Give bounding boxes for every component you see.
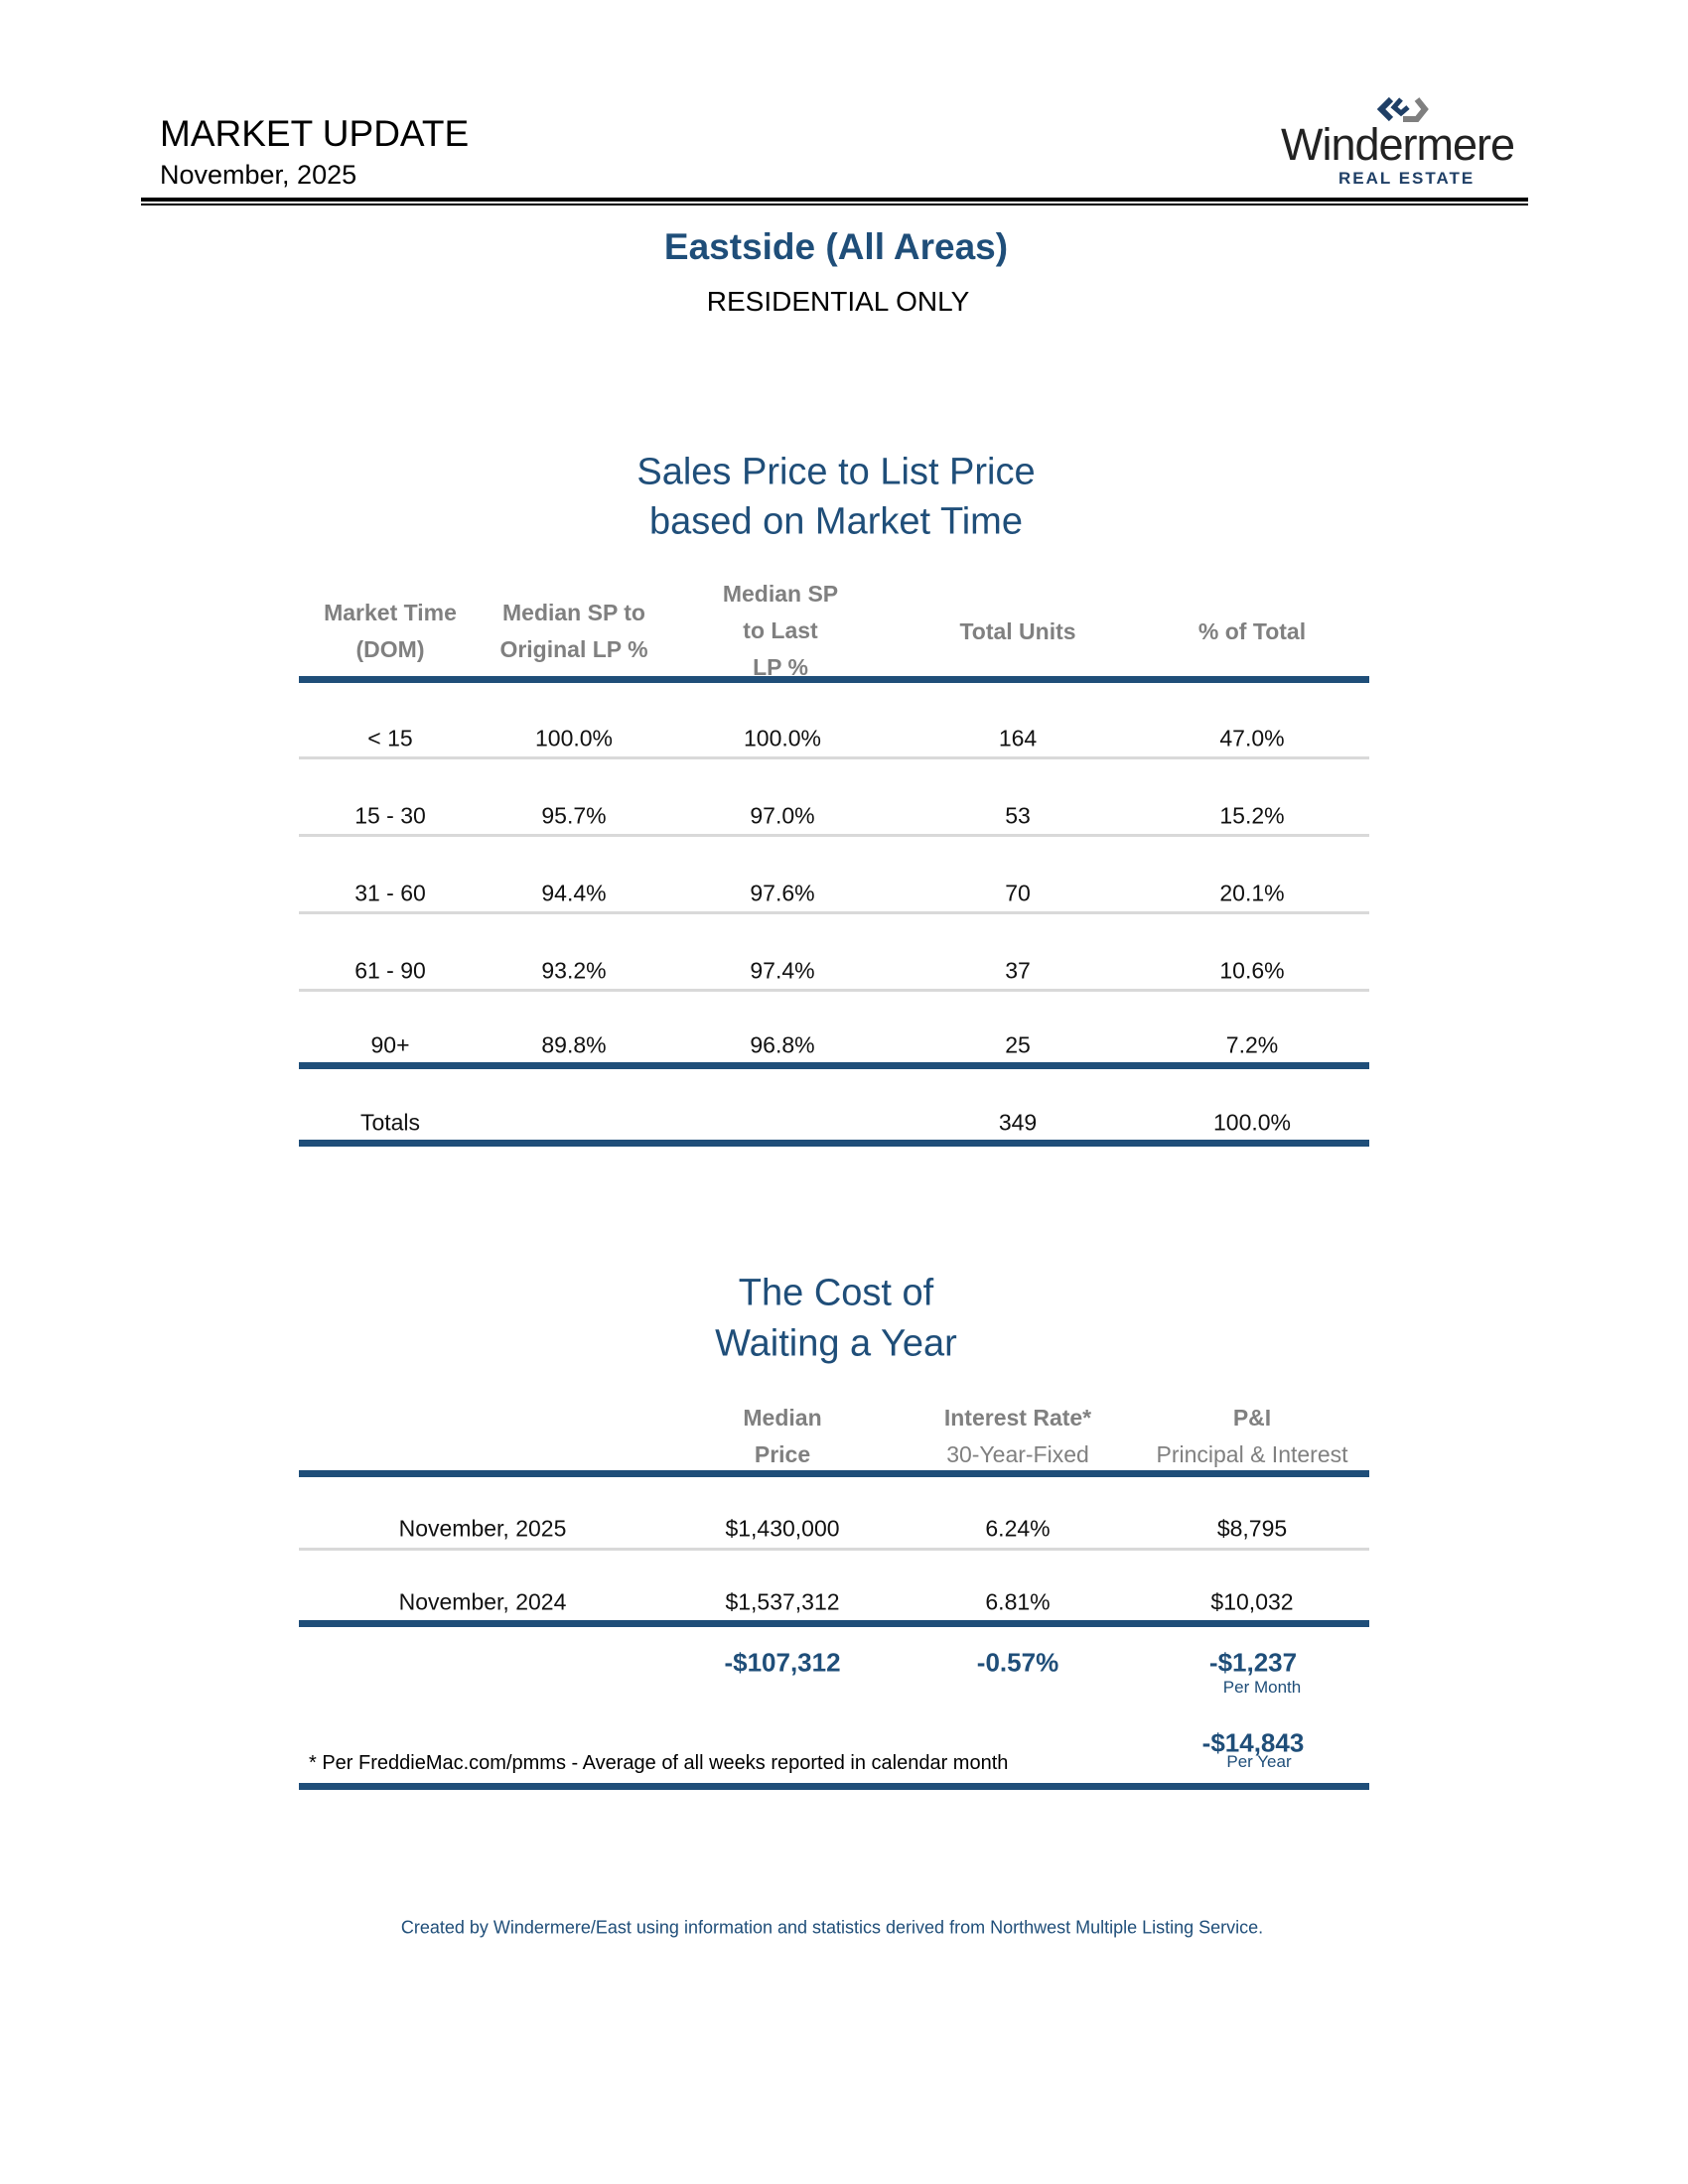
per-year-label: Per Year: [1226, 1752, 1292, 1771]
monthly-difference: -$1,237: [1208, 1647, 1298, 1678]
cell-percent-total: 7.2%: [1225, 1031, 1279, 1058]
property-type-subtitle: RESIDENTIAL ONLY: [706, 286, 970, 317]
cell-percent-total: 20.1%: [1219, 880, 1285, 906]
rate-difference: -0.57%: [976, 1647, 1059, 1678]
cell-median-price: $1,537,312: [725, 1588, 840, 1615]
header-line: Median SP: [722, 581, 839, 607]
cell-period: November, 2024: [398, 1588, 567, 1615]
header-line: P&I: [1232, 1405, 1272, 1431]
cell-percent-total: 15.2%: [1219, 802, 1285, 829]
cost-bottom-rule: [299, 1783, 1369, 1790]
sales-totals-rule: [299, 1140, 1369, 1147]
cell-total-units: 25: [1005, 1031, 1031, 1058]
logo-tagline: REAL ESTATE: [1338, 169, 1476, 188]
cell-median-sp-original: 89.8%: [541, 1031, 607, 1058]
cell-pi: $8,795: [1216, 1515, 1288, 1542]
col-header-median-sp-last: Median SP to Last LP %: [723, 576, 838, 680]
header-line: Price: [754, 1441, 811, 1467]
report-title: MARKET UPDATE: [160, 113, 470, 154]
cell-median-sp-original: 93.2%: [541, 957, 607, 984]
col-header-total-units: Total Units: [959, 618, 1076, 644]
header-line: Principal & Interest: [1156, 1441, 1348, 1467]
cell-total-units: 164: [998, 725, 1038, 751]
price-difference: -$107,312: [724, 1647, 841, 1678]
cell-median-price: $1,430,000: [725, 1515, 840, 1542]
header-line: Market Time: [324, 600, 457, 625]
header-line: Median SP to: [501, 600, 645, 625]
header-line: to Last: [743, 617, 818, 643]
header-line: Interest Rate*: [943, 1405, 1092, 1431]
sales-table-title-2: based on Market Time: [649, 500, 1023, 543]
col-header-median-sp-original: Median SP to Original LP %: [499, 595, 647, 668]
per-month-label: Per Month: [1222, 1678, 1302, 1697]
sales-rows-bottom-rule: [299, 1062, 1369, 1069]
cost-table-title-1: The Cost of: [738, 1272, 934, 1314]
cell-percent-total: 47.0%: [1219, 725, 1285, 751]
col-header-interest-rate: Interest Rate* 30-Year-Fixed: [944, 1400, 1091, 1473]
row-divider: [299, 756, 1369, 759]
header-rule-thick: [141, 198, 1528, 202]
cell-dom: < 15: [367, 725, 413, 751]
sales-header-rule: [299, 676, 1369, 683]
cell-median-sp-last: 96.8%: [750, 1031, 815, 1058]
footnote: * Per FreddieMac.com/pmms - Average of a…: [309, 1752, 1009, 1774]
col-header-pi: P&I Principal & Interest: [1156, 1400, 1347, 1473]
col-header-market-time: Market Time (DOM): [324, 595, 457, 668]
cost-rows-bottom-rule: [299, 1620, 1369, 1627]
cell-median-sp-last: 100.0%: [743, 725, 822, 751]
row-divider: [299, 989, 1369, 992]
cell-median-sp-original: 100.0%: [534, 725, 614, 751]
cell-total-units: 70: [1005, 880, 1031, 906]
col-header-percent-total: % of Total: [1197, 618, 1307, 644]
cell-dom: 31 - 60: [354, 880, 426, 906]
header-line: (DOM): [355, 636, 425, 662]
footer-credit: Created by Windermere/East using informa…: [400, 1917, 1264, 1938]
cell-dom: 15 - 30: [354, 802, 426, 829]
windermere-logo: Windermere REAL ESTATE: [1281, 95, 1529, 190]
cell-total-units: 53: [1005, 802, 1031, 829]
logo-wordmark: Windermere: [1281, 119, 1515, 170]
totals-percent: 100.0%: [1212, 1109, 1292, 1136]
cell-pi: $10,032: [1210, 1588, 1294, 1615]
cell-dom: 61 - 90: [354, 957, 426, 984]
windermere-diamond-icon: [1377, 96, 1429, 122]
cell-total-units: 37: [1005, 957, 1031, 984]
row-divider: [299, 834, 1369, 837]
header-line: 30-Year-Fixed: [946, 1441, 1089, 1467]
header-rule-thin: [141, 204, 1528, 205]
cell-median-sp-last: 97.6%: [750, 880, 815, 906]
header-line: Original LP %: [499, 636, 648, 662]
col-header-median-price: Median Price: [743, 1400, 821, 1473]
cell-interest-rate: 6.81%: [985, 1588, 1051, 1615]
cell-median-sp-last: 97.0%: [750, 802, 815, 829]
cost-header-rule: [299, 1470, 1369, 1477]
totals-label: Totals: [359, 1109, 421, 1136]
cell-median-sp-original: 94.4%: [541, 880, 607, 906]
yearly-difference: -$14,843: [1201, 1727, 1305, 1758]
report-date: November, 2025: [160, 160, 357, 190]
page-header: MARKET UPDATE November, 2025 Windermere …: [0, 0, 1688, 208]
cell-median-sp-original: 95.7%: [541, 802, 607, 829]
cell-median-sp-last: 97.4%: [750, 957, 815, 984]
header-line: Median: [743, 1405, 822, 1431]
row-divider: [299, 1548, 1369, 1551]
sales-table-title-1: Sales Price to List Price: [636, 451, 1036, 493]
cell-period: November, 2025: [398, 1515, 567, 1542]
cell-interest-rate: 6.24%: [985, 1515, 1051, 1542]
area-title: Eastside (All Areas): [663, 226, 1009, 267]
cell-percent-total: 10.6%: [1219, 957, 1285, 984]
totals-units: 349: [998, 1109, 1038, 1136]
row-divider: [299, 911, 1369, 914]
header-line: LP %: [753, 654, 808, 680]
cost-table-title-2: Waiting a Year: [715, 1322, 957, 1365]
cell-dom: 90+: [370, 1031, 410, 1058]
